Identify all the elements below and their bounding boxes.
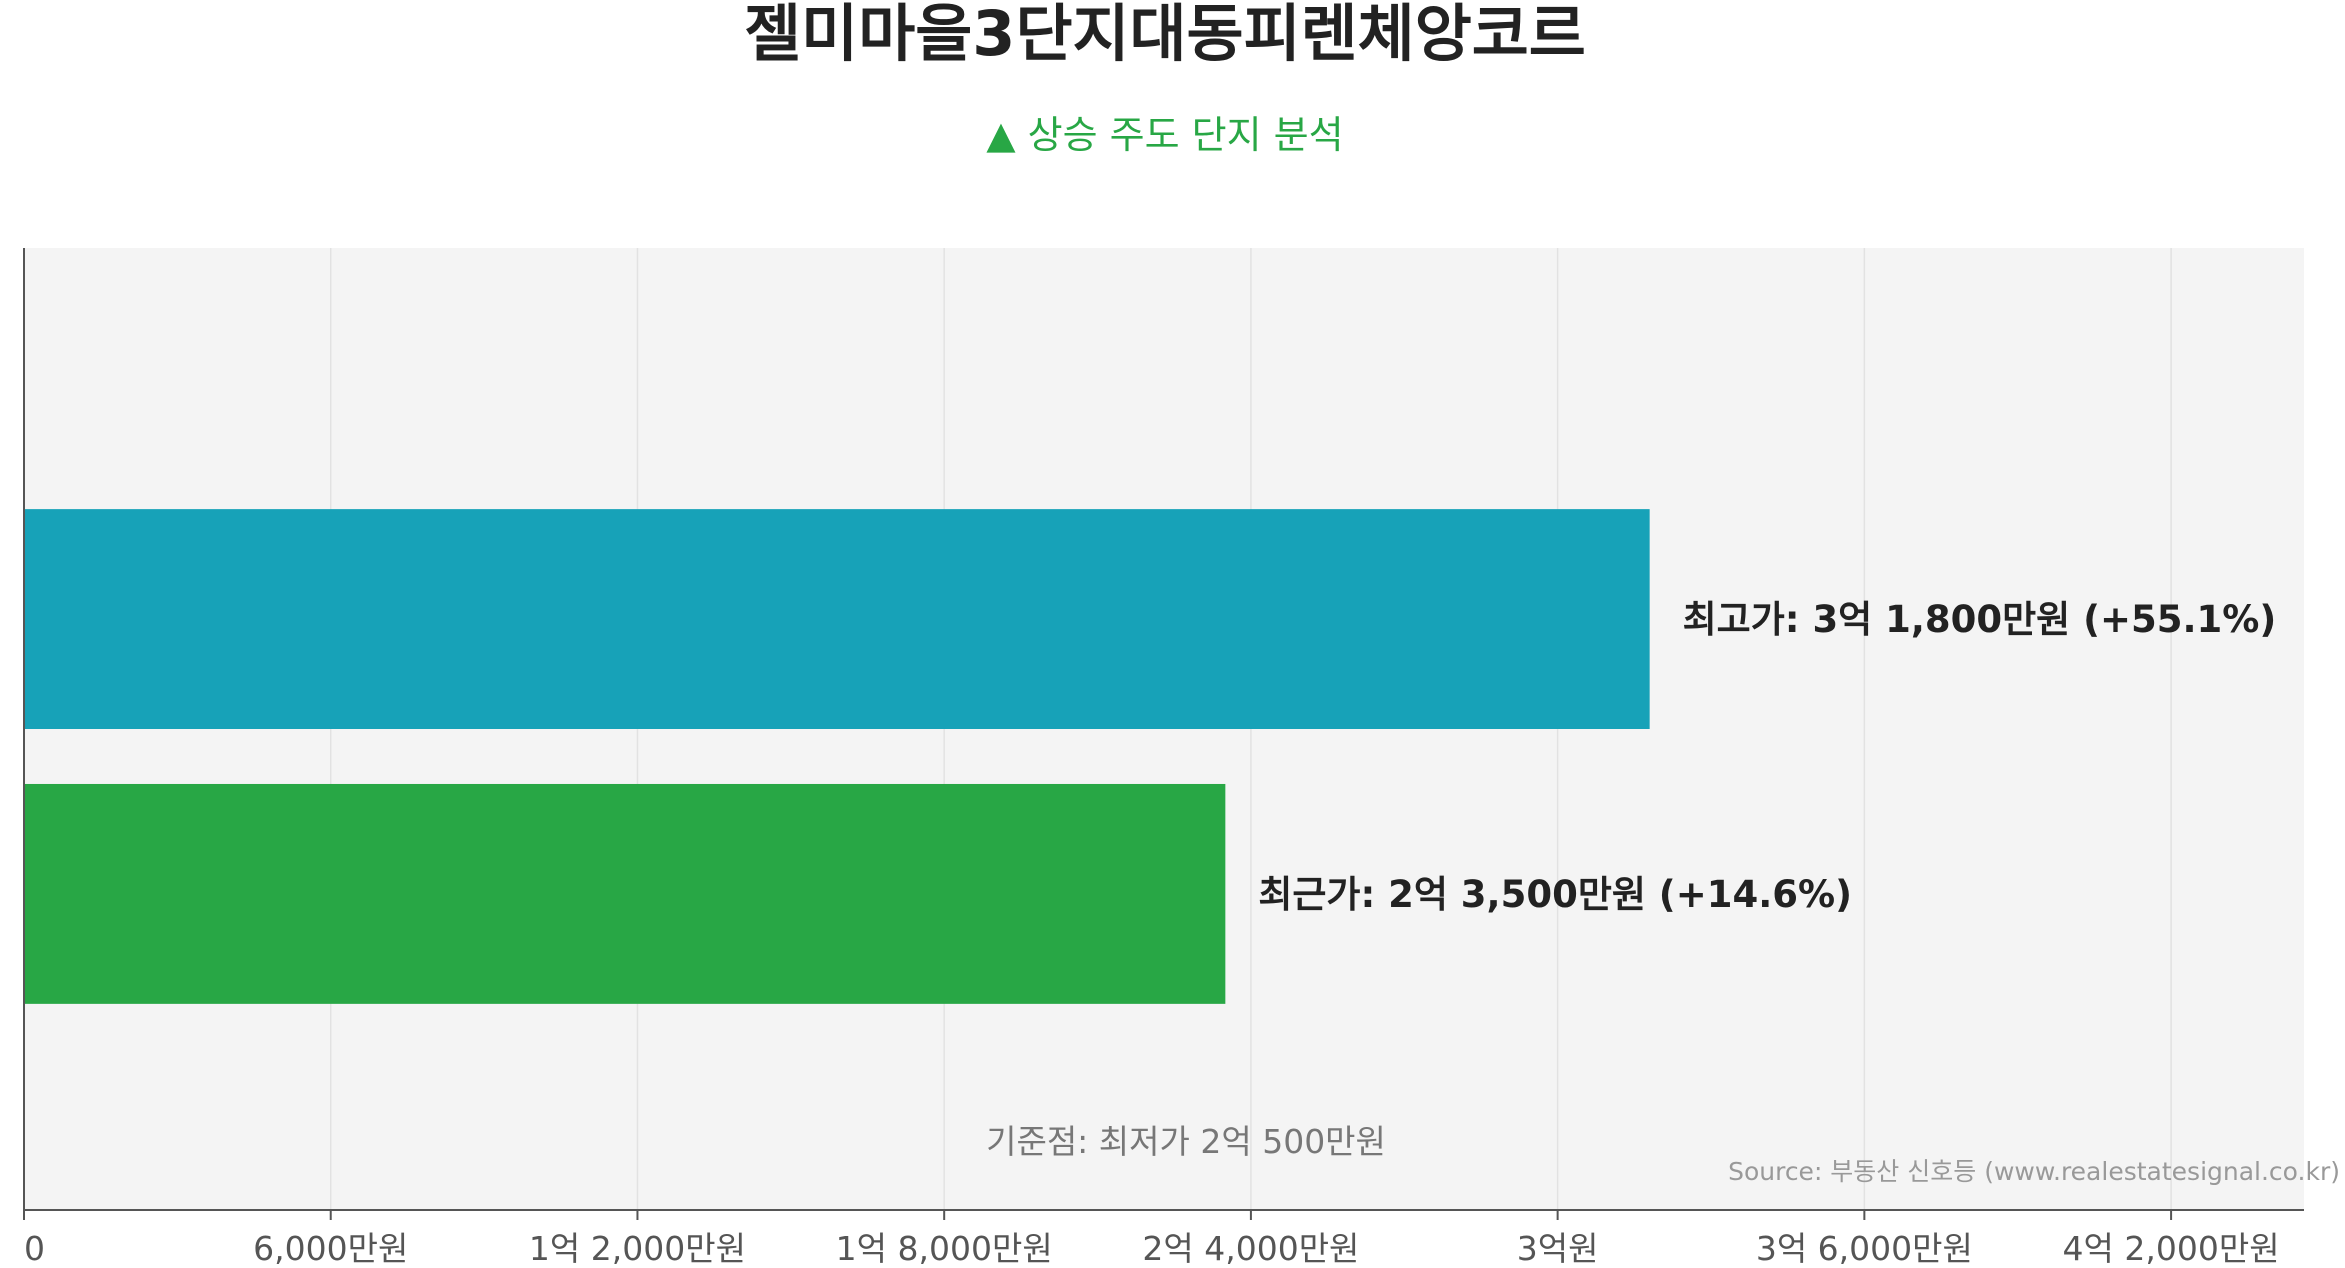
chart-title: 젤미마을3단지대동피렌체앙코르 (744, 0, 1586, 70)
bar-data-label: 최근가: 2억 3,500만원 (+14.6%) (1258, 873, 1852, 916)
x-tick-label: 3억원 (1517, 1229, 1599, 1268)
chart-subtitle: ▲ 상승 주도 단지 분석 (986, 113, 1343, 157)
x-tick-label: 6,000만원 (253, 1229, 408, 1268)
bars (24, 509, 1650, 1004)
x-tick-label: 0 (24, 1229, 45, 1268)
bar-recent-price (24, 783, 1226, 1004)
reference-note: 기준점: 최저가 2억 500만원 (986, 1122, 1386, 1161)
bar-highest-price (24, 509, 1650, 729)
x-tick-label: 2억 4,000만원 (1142, 1229, 1359, 1268)
x-tick-label: 4억 2,000만원 (2063, 1229, 2280, 1268)
bar-data-label: 최고가: 3억 1,800만원 (+55.1%) (1683, 598, 2277, 641)
x-tick-label: 1억 2,000만원 (529, 1229, 746, 1268)
x-axis-ticks: 0 6,000만원 1억 2,000만원 1억 8,000만원 2억 4,000만원 3억… (23, 1210, 2280, 1268)
bar-labels: 최고가: 3억 1,800만원 (+55.1%) 최근가: 2억 3,500만원 … (1258, 598, 2276, 916)
source-credit: Source: 부동산 신호등 (www.realestatesignal.co… (1728, 1157, 2340, 1186)
x-tick-label: 3억 6,000만원 (1756, 1229, 1973, 1268)
x-tick-label: 1억 8,000만원 (836, 1229, 1053, 1268)
